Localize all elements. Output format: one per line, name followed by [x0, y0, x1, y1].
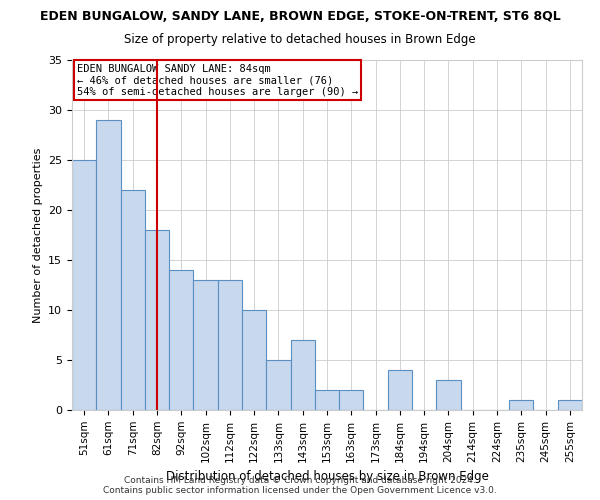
- Bar: [193, 280, 218, 410]
- Bar: [290, 340, 315, 410]
- Bar: [145, 230, 169, 410]
- Bar: [242, 310, 266, 410]
- Text: EDEN BUNGALOW, SANDY LANE, BROWN EDGE, STOKE-ON-TRENT, ST6 8QL: EDEN BUNGALOW, SANDY LANE, BROWN EDGE, S…: [40, 10, 560, 23]
- Bar: [436, 380, 461, 410]
- Text: Size of property relative to detached houses in Brown Edge: Size of property relative to detached ho…: [124, 32, 476, 46]
- Text: EDEN BUNGALOW SANDY LANE: 84sqm
← 46% of detached houses are smaller (76)
54% of: EDEN BUNGALOW SANDY LANE: 84sqm ← 46% of…: [77, 64, 358, 96]
- Bar: [315, 390, 339, 410]
- Bar: [121, 190, 145, 410]
- Bar: [169, 270, 193, 410]
- Bar: [509, 400, 533, 410]
- Bar: [96, 120, 121, 410]
- Bar: [339, 390, 364, 410]
- X-axis label: Distribution of detached houses by size in Brown Edge: Distribution of detached houses by size …: [166, 470, 488, 483]
- Bar: [218, 280, 242, 410]
- Bar: [558, 400, 582, 410]
- Bar: [72, 160, 96, 410]
- Bar: [266, 360, 290, 410]
- Text: Contains HM Land Registry data © Crown copyright and database right 2024.
Contai: Contains HM Land Registry data © Crown c…: [103, 476, 497, 495]
- Bar: [388, 370, 412, 410]
- Y-axis label: Number of detached properties: Number of detached properties: [32, 148, 43, 322]
